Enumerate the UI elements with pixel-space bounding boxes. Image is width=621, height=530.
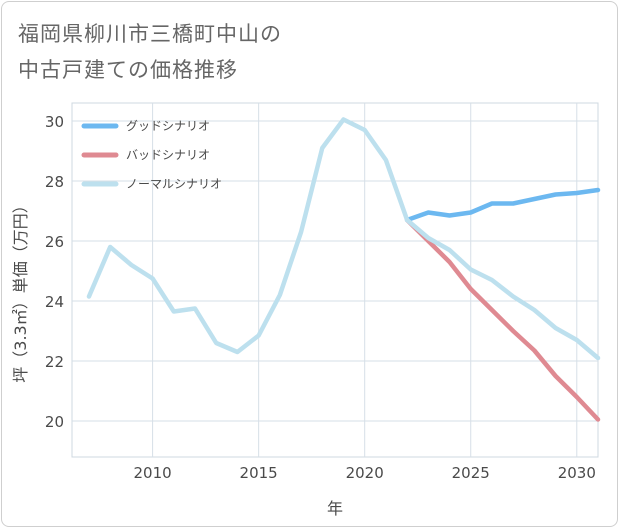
chart-title-line-1: 福岡県柳川市三橋町中山の xyxy=(18,22,282,46)
series-line-2 xyxy=(86,117,601,361)
x-tick-label: 2010 xyxy=(134,464,172,482)
y-axis-ticks: 20 22 24 26 28 30 xyxy=(45,113,64,431)
y-tick-label: 30 xyxy=(45,113,64,131)
series-line-0 xyxy=(404,187,601,223)
x-tick-label: 2020 xyxy=(346,464,384,482)
y-tick-label: 24 xyxy=(45,293,64,311)
chart-title: 福岡県柳川市三橋町中山の 中古戸建ての価格推移 xyxy=(18,16,282,88)
x-tick-label: 2015 xyxy=(240,464,278,482)
y-tick-label: 28 xyxy=(45,173,64,191)
x-tick-label: 2030 xyxy=(558,464,596,482)
series-line-1 xyxy=(404,217,601,422)
chart-title-line-2: 中古戸建ての価格推移 xyxy=(18,58,238,82)
x-axis-label: 年 xyxy=(327,499,343,518)
x-axis-ticks: 2010 2015 2020 2025 2030 xyxy=(134,464,596,482)
legend-label: ノーマルシナリオ xyxy=(126,177,222,191)
y-tick-label: 26 xyxy=(45,233,64,251)
x-tick-label: 2025 xyxy=(452,464,490,482)
plot-area xyxy=(71,102,599,458)
legend-label: グッドシナリオ xyxy=(126,119,210,133)
y-axis-label: 坪（3.3㎡）単価（万円） xyxy=(11,197,30,382)
series-lines xyxy=(86,117,601,422)
y-tick-label: 22 xyxy=(45,353,64,371)
y-tick-label: 20 xyxy=(45,413,64,431)
legend-label: バッドシナリオ xyxy=(126,148,210,162)
grid xyxy=(72,103,598,457)
